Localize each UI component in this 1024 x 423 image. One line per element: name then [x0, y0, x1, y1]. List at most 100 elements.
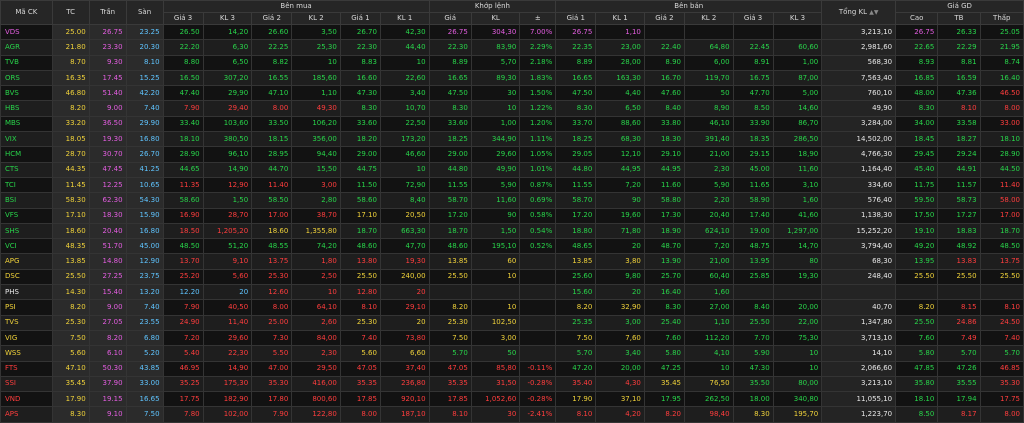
buy-price-2-cell: 13.75: [251, 253, 293, 270]
sell-vol-2-cell: 6,00: [684, 54, 734, 71]
high-price-cell: 29.45: [895, 146, 939, 163]
table-row[interactable]: HCM 28.70 30.70 26.70 28.90 96,10 28.95 94,40 29…: [0, 146, 1024, 163]
header-buy-col[interactable]: KL 1: [379, 12, 430, 25]
header-sell-col[interactable]: KL 3: [772, 12, 823, 25]
header-total[interactable]: Tổng KL ▲▼: [821, 0, 897, 25]
avg-price-cell: 18.27: [937, 131, 981, 148]
buy-price-1-cell: 35.35: [339, 375, 381, 393]
sell-vol-3-cell: [772, 284, 823, 301]
header-sell-col[interactable]: KL 1: [595, 12, 645, 25]
header-sell-col[interactable]: Giá 1: [555, 12, 597, 25]
floor-price-cell: 29.90: [125, 115, 164, 133]
match-price-cell: 29.00: [428, 146, 472, 163]
buy-vol-2-cell: 94,40: [291, 146, 341, 163]
table-row[interactable]: BVS 46.80 51.40 42.20 47.40 29,90 47.10 1,10 47.…: [0, 85, 1024, 102]
floor-price-cell: 26.70: [125, 146, 164, 163]
table-row[interactable]: VND 17.90 19.15 16.65 17.75 182,90 17.80 800,60…: [0, 391, 1024, 408]
high-price-cell: 5.80: [895, 345, 939, 362]
sell-price-1-cell: 13.85: [555, 253, 597, 270]
header-sell-col[interactable]: Giá 3: [732, 12, 774, 25]
table-row[interactable]: BSI 58.30 62.30 54.30 58.60 1,50 58.50 2,80 58.6…: [0, 192, 1024, 209]
header-floor[interactable]: Sàn: [125, 0, 164, 25]
low-price-cell: 58.00: [979, 192, 1024, 209]
sell-price-3-cell: 8.91: [732, 54, 774, 71]
ref-price-cell: 25.00: [51, 23, 90, 41]
buy-price-3-cell: 44.65: [162, 161, 204, 178]
header-symbol[interactable]: Mã CK: [0, 0, 53, 25]
table-row[interactable]: APS 8.30 9.10 7.50 7.80 102,00 7.90 122,80 8.00 1…: [0, 406, 1024, 423]
table-row[interactable]: CTS 44.35 47.45 41.25 44.65 14,90 44.70 15,50 44…: [0, 161, 1024, 178]
table-row[interactable]: VFS 17.10 18.30 15.90 16.90 28,70 17.00 38,70 17…: [0, 207, 1024, 224]
header-sell-group: Bên bán: [555, 0, 823, 13]
table-row[interactable]: DSC 25.50 27.25 23.75 25.20 5,60 25.30 2,50 25.5…: [0, 268, 1024, 286]
buy-vol-3-cell: 14,90: [202, 360, 253, 377]
sell-vol-3-cell: [772, 23, 823, 41]
header-match-col[interactable]: ±: [519, 12, 557, 25]
header-match-col[interactable]: Giá: [428, 12, 472, 25]
match-vol-cell: 30: [470, 85, 521, 102]
total-vol-cell: 14,502,00: [821, 131, 897, 148]
header-buy-col[interactable]: Giá 3: [162, 12, 204, 25]
sell-vol-2-cell: 46,10: [684, 115, 734, 133]
match-vol-cell: 1,052,60: [470, 391, 521, 408]
table-row[interactable]: MBS 33.20 36.50 29.90 33.40 103,60 33.50 106,20…: [0, 115, 1024, 133]
symbol-cell: BVS: [0, 85, 53, 102]
header-ceil[interactable]: Trần: [88, 0, 127, 25]
table-row[interactable]: TCI 11.45 12.25 10.65 11.35 12,90 11.40 3,00 11.…: [0, 176, 1024, 194]
sell-price-1-cell: 17.20: [555, 207, 597, 224]
table-row[interactable]: WSS 5.60 6.10 5.20 5.40 22,30 5.50 2,30 5.60 6,60…: [0, 345, 1024, 362]
floor-price-cell: 5.20: [125, 345, 164, 362]
ref-price-cell: 47.10: [51, 360, 90, 377]
buy-price-1-cell: 13.80: [339, 253, 381, 270]
ref-price-cell: 11.45: [51, 176, 90, 194]
match-vol-cell: 85,80: [470, 360, 521, 377]
table-row[interactable]: PHS 14.30 15.40 13.20 12.20 20 12.60 10 12.80 20 1…: [0, 284, 1024, 301]
table-row[interactable]: APG 13.85 14.80 12.90 13.70 9,10 13.75 1,80 13.8…: [0, 253, 1024, 270]
header-sell-col[interactable]: Giá 2: [643, 12, 686, 25]
sort-icon[interactable]: ▲▼: [869, 9, 879, 16]
header-buy-col[interactable]: Giá 2: [251, 12, 293, 25]
table-row[interactable]: ORS 16.35 17.45 15.25 16.50 307,20 16.55 185,60…: [0, 69, 1024, 87]
buy-price-1-cell: 25.50: [339, 268, 381, 286]
table-row[interactable]: SSI 35.45 37.90 33.00 35.25 175,30 35.30 416,00…: [0, 375, 1024, 393]
buy-vol-2-cell: 84,00: [291, 329, 341, 347]
symbol-cell: BSI: [0, 192, 53, 209]
table-row[interactable]: TVS 25.30 27.05 23.55 24.90 11,40 25.00 2,60 25.…: [0, 314, 1024, 331]
match-price-cell: 8.89: [428, 54, 472, 71]
header-buy-col[interactable]: KL 2: [291, 12, 341, 25]
header-price-col[interactable]: Cao: [895, 12, 939, 25]
sell-price-1-cell: 5.70: [555, 345, 597, 362]
buy-vol-3-cell: 40,50: [202, 299, 253, 316]
header-buy-col[interactable]: KL 3: [202, 12, 253, 25]
header-ref[interactable]: TC: [51, 0, 90, 25]
table-row[interactable]: VDS 25.00 26.75 23.25 26.50 14,20 26.60 3,50 26.…: [0, 23, 1024, 41]
table-row[interactable]: VCI 48.35 51.70 45.00 48.50 51,20 48.55 74,20 48…: [0, 238, 1024, 255]
table-row[interactable]: VIG 7.50 8.20 6.80 7.20 29,60 7.30 84,00 7.40 73,…: [0, 329, 1024, 347]
buy-vol-3-cell: 12,90: [202, 176, 253, 194]
sell-vol-2-cell: 21,00: [684, 146, 734, 163]
buy-vol-1-cell: 920,10: [379, 391, 430, 408]
table-row[interactable]: HBS 8.20 9.00 7.40 7.90 29,40 8.00 49,30 8.30 10,…: [0, 100, 1024, 117]
sell-price-1-cell: 58.70: [555, 192, 597, 209]
table-row[interactable]: VIX 18.05 19.30 16.80 18.10 380,50 18.15 356,00…: [0, 131, 1024, 148]
header-price-col[interactable]: Thấp: [979, 12, 1024, 25]
sell-vol-1-cell: 6,50: [595, 100, 645, 117]
buy-price-3-cell: 25.20: [162, 268, 204, 286]
table-row[interactable]: SHS 18.60 20.40 16.80 18.50 1,205,20 18.60 1,35…: [0, 222, 1024, 240]
total-vol-cell: 14,10: [821, 345, 897, 362]
header-sell-col[interactable]: KL 2: [684, 12, 734, 25]
header-price-col[interactable]: TB: [937, 12, 981, 25]
avg-price-cell: 26.33: [937, 23, 981, 41]
sell-price-2-cell: 22.40: [643, 39, 686, 56]
table-row[interactable]: PSI 8.20 9.00 7.40 7.90 40,50 8.00 64,10 8.10 29,…: [0, 299, 1024, 316]
high-price-cell: 18.10: [895, 391, 939, 408]
header-buy-col[interactable]: Giá 1: [339, 12, 381, 25]
buy-vol-2-cell: 74,20: [291, 238, 341, 255]
table-row[interactable]: TVB 8.70 9.30 8.10 8.80 6,50 8.82 10 8.83 10 8.89 5…: [0, 54, 1024, 71]
table-row[interactable]: AGR 21.80 23.30 20.30 22.20 6,30 22.25 25,30 22.…: [0, 39, 1024, 56]
table-row[interactable]: FTS 47.10 50.30 43.85 46.95 14,90 47.00 29,50 47…: [0, 360, 1024, 377]
header-match-col[interactable]: KL: [470, 12, 521, 25]
sell-vol-1-cell: 163,30: [595, 69, 645, 87]
